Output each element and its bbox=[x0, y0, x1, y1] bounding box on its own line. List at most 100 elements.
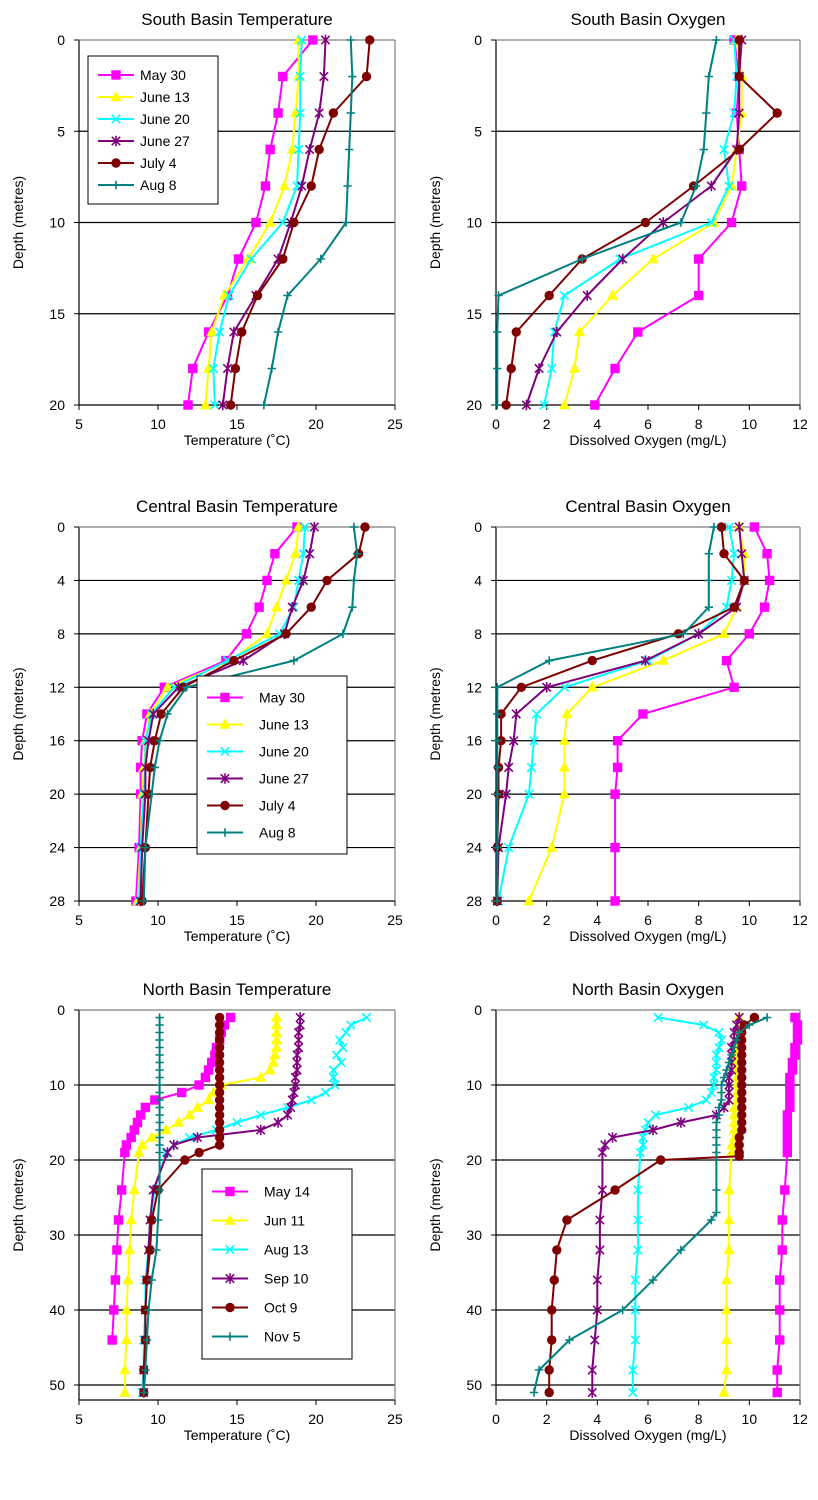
legend-item-may-30: May 30 bbox=[98, 67, 186, 83]
chart-title: South Basin Oxygen bbox=[571, 10, 726, 29]
data-point bbox=[704, 602, 713, 612]
data-point bbox=[122, 1273, 134, 1285]
data-point bbox=[719, 1073, 729, 1082]
data-point bbox=[772, 1387, 782, 1398]
data-point bbox=[547, 1305, 557, 1315]
data-point bbox=[558, 398, 570, 410]
data-point bbox=[183, 400, 193, 410]
data-point bbox=[712, 1118, 721, 1127]
data-point bbox=[764, 575, 775, 586]
data-point bbox=[155, 1013, 164, 1022]
x-tick-label: 12 bbox=[792, 416, 808, 432]
data-point bbox=[638, 1140, 648, 1150]
y-tick-label: 50 bbox=[466, 1377, 482, 1393]
data-point bbox=[734, 35, 744, 45]
data-point bbox=[711, 1057, 722, 1068]
data-point bbox=[531, 709, 542, 719]
data-point bbox=[712, 1185, 721, 1195]
data-point bbox=[269, 1048, 281, 1060]
x-tick-label: 4 bbox=[593, 912, 601, 928]
data-point bbox=[717, 1095, 726, 1105]
data-point bbox=[618, 1305, 627, 1315]
data-point bbox=[119, 1363, 131, 1375]
data-point bbox=[306, 1095, 317, 1105]
data-point bbox=[655, 1155, 666, 1165]
legend-item-june-13: June 13 bbox=[98, 89, 190, 105]
data-point bbox=[173, 1116, 185, 1127]
y-axis-label: Depth (metres) bbox=[10, 667, 26, 760]
data-point bbox=[287, 1094, 298, 1106]
data-point bbox=[545, 656, 554, 665]
data-point bbox=[177, 1087, 187, 1098]
data-point bbox=[297, 180, 307, 192]
data-point bbox=[558, 734, 570, 745]
data-point bbox=[153, 1215, 163, 1225]
data-point bbox=[493, 736, 502, 745]
data-point bbox=[534, 1365, 544, 1375]
data-point bbox=[749, 1012, 760, 1023]
data-point bbox=[289, 1087, 299, 1098]
data-point bbox=[120, 1333, 132, 1345]
data-point bbox=[712, 1148, 721, 1157]
data-point bbox=[261, 627, 273, 639]
data-point bbox=[607, 289, 619, 300]
data-point bbox=[155, 1125, 164, 1135]
data-point bbox=[633, 1185, 643, 1195]
chart-title: Central Basin Oxygen bbox=[565, 497, 730, 516]
data-point bbox=[493, 789, 502, 799]
data-point bbox=[640, 217, 651, 228]
data-point bbox=[544, 1387, 554, 1398]
data-point bbox=[574, 325, 586, 337]
x-tick-label: 12 bbox=[792, 912, 808, 928]
data-point bbox=[693, 628, 704, 640]
legend-item-nov-5: Nov 5 bbox=[212, 1329, 301, 1345]
data-point bbox=[148, 708, 159, 720]
y-axis-label: Depth (metres) bbox=[427, 667, 443, 760]
data-point bbox=[155, 1148, 164, 1157]
x-tick-label: 4 bbox=[593, 416, 601, 432]
legend-marker bbox=[220, 692, 230, 703]
data-point bbox=[706, 1087, 717, 1098]
data-point bbox=[169, 1139, 179, 1151]
data-point bbox=[289, 547, 301, 558]
data-point bbox=[493, 364, 502, 373]
data-point bbox=[287, 601, 298, 613]
data-point bbox=[506, 363, 516, 374]
data-point bbox=[736, 548, 747, 559]
data-point bbox=[716, 1035, 727, 1045]
data-point bbox=[643, 1117, 653, 1128]
legend-label: Aug 8 bbox=[259, 825, 296, 841]
data-point bbox=[777, 1215, 787, 1225]
data-point bbox=[295, 108, 305, 118]
data-point bbox=[630, 1275, 641, 1285]
legend-marker bbox=[219, 718, 231, 729]
data-point bbox=[587, 1364, 598, 1376]
data-point bbox=[163, 709, 172, 719]
y-tick-label: 5 bbox=[474, 123, 482, 139]
data-point bbox=[192, 1132, 203, 1143]
legend-item-june-27: June 27 bbox=[98, 133, 190, 149]
data-point bbox=[124, 1243, 136, 1255]
data-point bbox=[698, 1020, 709, 1030]
data-point bbox=[319, 71, 329, 82]
data-point bbox=[155, 1140, 164, 1150]
data-point bbox=[265, 144, 275, 155]
x-tick-label: 0 bbox=[492, 1411, 500, 1427]
x-tick-label: 15 bbox=[229, 416, 245, 432]
data-point bbox=[762, 1013, 772, 1022]
data-point bbox=[289, 217, 299, 228]
data-point bbox=[161, 681, 174, 692]
x-axis-label: Temperature (˚C) bbox=[184, 928, 291, 944]
data-point bbox=[541, 682, 552, 693]
legend-marker bbox=[110, 90, 122, 102]
data-point bbox=[140, 1102, 151, 1113]
data-point bbox=[709, 1072, 719, 1083]
data-point bbox=[116, 1185, 127, 1195]
data-point bbox=[633, 1245, 643, 1255]
data-point bbox=[759, 602, 770, 612]
data-point bbox=[273, 327, 283, 337]
y-tick-label: 24 bbox=[49, 840, 65, 856]
data-point bbox=[343, 181, 352, 191]
data-point bbox=[721, 1303, 733, 1315]
data-point bbox=[676, 218, 686, 227]
